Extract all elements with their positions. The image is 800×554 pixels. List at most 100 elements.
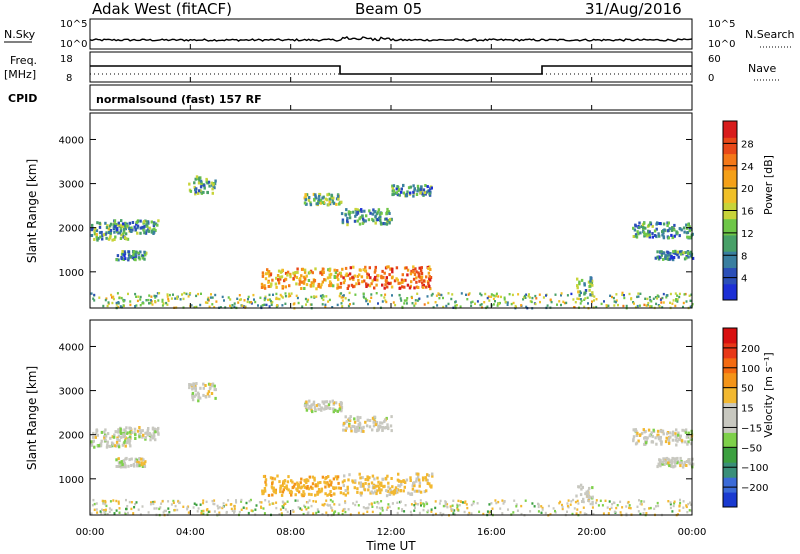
scatter-cell [142,433,145,437]
scatter-cell [214,179,217,183]
near-range-cell [150,501,152,504]
scatter-cell [123,254,126,258]
near-range-cell [104,502,107,506]
scatter-cell [359,482,362,486]
scatter-cell [354,427,357,431]
scatter-cell [361,484,365,488]
near-range-cell [200,292,202,295]
scatter-cell [364,481,367,485]
scatter-cell [119,461,122,465]
scatter-cell [662,432,665,436]
near-range-cell [537,503,540,506]
scatter-cell [588,496,591,500]
scatter-cell [141,465,145,468]
scatter-cell [324,400,327,404]
near-range-cell [91,504,94,507]
near-range-cell [436,304,439,307]
scatter-cell [321,400,324,404]
near-range-cell [613,300,616,303]
near-range-cell [492,303,495,306]
near-range-cell [495,292,498,295]
near-range-cell [549,513,552,516]
near-range-cell [209,296,212,299]
near-range-cell [637,295,640,298]
scatter-cell [401,273,404,277]
near-range-cell [275,501,278,504]
scatter-cell [333,408,337,412]
freq-tick-bottom: 8 [66,73,72,84]
scatter-cell [138,250,142,254]
near-range-cell [115,301,118,305]
scatter-cell [386,207,389,211]
scatter-cell [197,399,200,403]
scatter-cell [410,492,414,496]
near-range-cell [418,511,421,515]
near-range-cell [168,511,171,514]
scatter-cell [644,226,647,230]
near-range-cell [189,292,192,295]
near-range-cell [561,503,563,507]
scatter-cell [337,197,340,201]
scatter-cell [383,418,387,422]
scatter-cell [188,383,191,386]
scatter-cell [421,476,425,480]
scatter-cell [312,402,315,406]
scatter-cell [278,480,281,484]
near-range-cell [675,298,678,301]
near-range-cell [584,297,587,300]
scatter-cell [381,283,384,287]
scatter-cell [373,415,377,419]
scatter-cell [672,226,675,229]
scatter-cell [659,458,662,462]
near-range-cell [643,508,646,511]
near-range-cell [546,304,549,307]
near-range-cell [111,296,113,299]
near-range-cell [337,512,340,515]
scatter-cell [114,225,117,228]
near-range-cell [496,304,499,307]
scatter-cell [648,233,651,237]
near-range-cell [161,300,164,303]
x-tick-label: 20:00 [577,527,606,538]
near-range-cell [176,508,179,512]
scatter-cell [666,224,669,227]
scatter-cell [280,275,284,279]
near-range-cell [690,503,692,506]
near-range-cell [275,506,278,510]
scatter-cell [302,281,306,285]
scatter-cell [290,490,293,494]
scatter-cell [320,270,324,274]
near-range-cell [621,291,624,295]
near-range-cell [497,500,500,504]
scatter-cell [335,197,339,201]
near-range-cell [499,301,501,305]
scatter-cell [100,430,104,434]
near-range-cell [112,295,115,298]
scatter-cell [274,282,278,286]
scatter-cell [412,265,415,269]
near-range-cell [176,297,179,300]
scatter-cell [202,386,205,390]
scatter-cell [353,420,357,424]
scatter-cell [105,226,109,230]
near-range-cell [95,508,98,511]
scatter-cell [342,492,345,496]
near-range-cell [170,503,173,506]
scatter-cell [398,193,401,197]
scatter-cell [377,424,380,428]
scatter-cell [113,223,116,227]
near-range-cell [197,292,200,296]
scatter-cell [404,278,407,282]
noise-tick-bottom-right: 10^0 [708,39,735,50]
scatter-cell [677,255,680,259]
scatter-cell [120,224,123,228]
near-range-cell [392,301,395,304]
scatter-cell [360,208,363,212]
scatter-cell [421,281,424,285]
scatter-cell [647,428,651,432]
scatter-cell [686,231,690,234]
scatter-cell [192,382,195,386]
scatter-cell [336,409,339,413]
scatter-cell [379,215,382,219]
